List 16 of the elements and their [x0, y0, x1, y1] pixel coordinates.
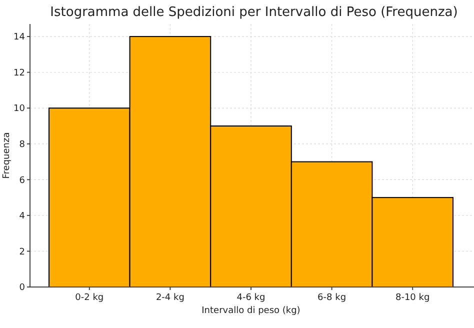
y-tick-label: 6	[19, 176, 26, 186]
y-tick-label: 14	[14, 32, 26, 43]
y-axis-title: Frequenza	[2, 132, 12, 179]
x-axis-title: Intervallo di peso (kg)	[202, 306, 300, 316]
y-tick-label: 2	[19, 247, 25, 258]
y-tick-label: 0	[19, 283, 26, 294]
y-tick-label: 12	[14, 68, 25, 78]
x-tick-label: 0-2 kg	[75, 293, 104, 303]
x-tick-label: 4-6 kg	[236, 293, 266, 303]
x-tick-label: 2-4 kg	[156, 293, 184, 303]
x-tick-label: 8-10 kg	[395, 293, 430, 303]
y-tick-label: 8	[19, 140, 26, 150]
y-tick-label: 10	[14, 104, 26, 114]
x-tick-label: 6-8 kg	[318, 293, 346, 303]
y-tick-label: 4	[19, 212, 26, 222]
chart-title: Istogramma delle Spedizioni per Intervallo di Peso (Frequenza)	[50, 5, 458, 20]
